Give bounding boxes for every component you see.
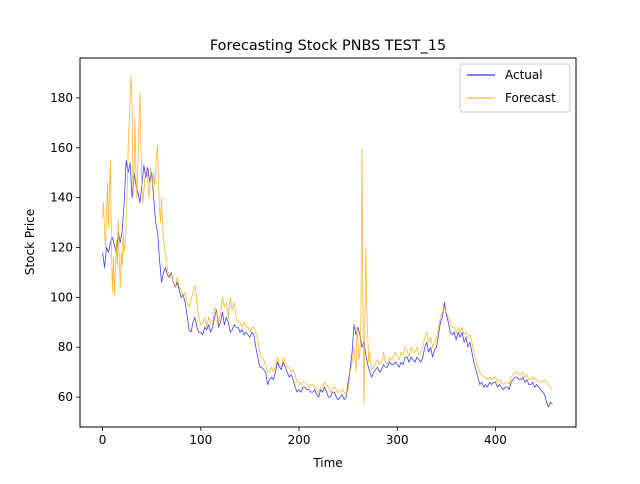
x-axis: 0 100 200 300 400 <box>99 427 507 447</box>
series-line-actual <box>102 159 553 408</box>
series-line-forecast <box>102 75 553 405</box>
y-tick-label: 60 <box>58 390 73 404</box>
y-tick-label: 100 <box>50 290 73 304</box>
x-axis-label: Time <box>312 456 342 470</box>
y-tick-label: 160 <box>50 141 73 155</box>
x-tick-label: 0 <box>99 433 107 447</box>
legend-label-forecast: Forecast <box>505 91 556 105</box>
plot-area <box>102 75 553 408</box>
legend-box <box>459 63 571 113</box>
y-axis-label: Stock Price <box>23 209 37 275</box>
x-tick-label: 200 <box>288 433 311 447</box>
legend: Actual Forecast <box>459 63 571 113</box>
y-tick-label: 120 <box>50 240 73 254</box>
plot-frame <box>79 57 577 428</box>
legend-label-actual: Actual <box>505 68 543 82</box>
x-tick-label: 400 <box>484 433 507 447</box>
x-tick-label: 100 <box>189 433 212 447</box>
y-tick-label: 140 <box>50 191 73 205</box>
chart-title: Forecasting Stock PNBS TEST_15 <box>210 38 446 54</box>
y-axis: 60 80 100 120 140 160 180 <box>50 91 80 404</box>
x-tick-label: 300 <box>386 433 409 447</box>
y-tick-label: 180 <box>50 91 73 105</box>
y-tick-label: 80 <box>58 340 73 354</box>
